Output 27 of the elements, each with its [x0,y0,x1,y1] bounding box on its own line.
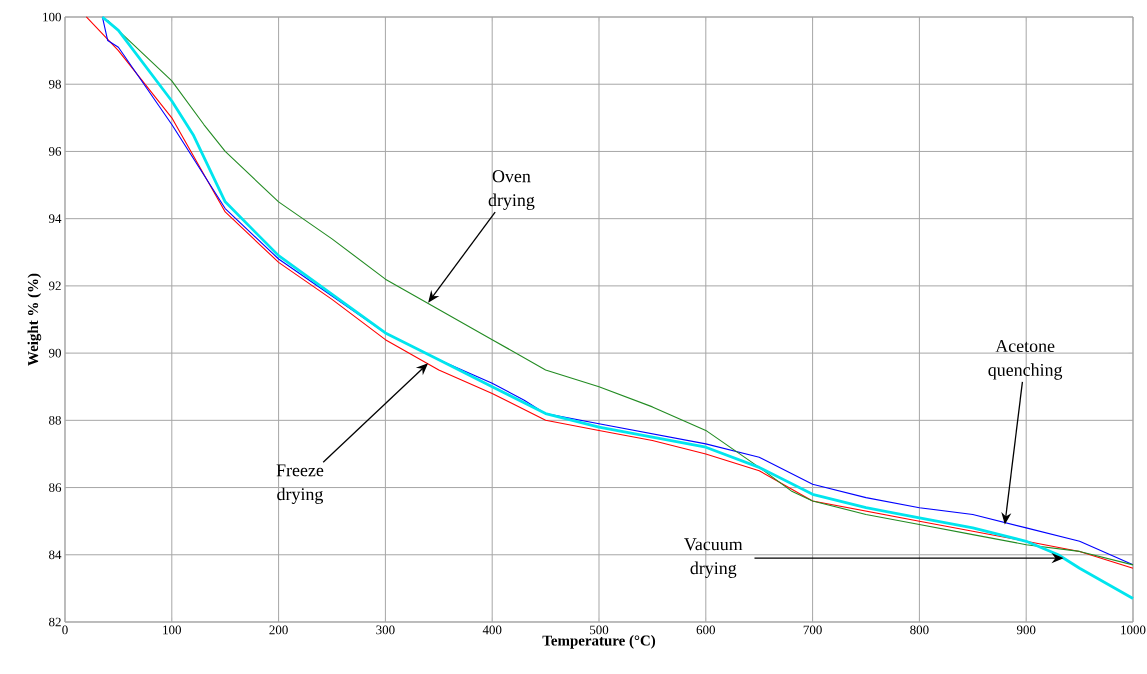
y-tick-label: 98 [48,79,61,89]
annotation: Vacuum drying [684,538,743,578]
y-tick-label: 88 [49,415,61,425]
x-tick-label: 0 [62,625,68,635]
x-tick-label: 900 [1016,625,1036,635]
y-tick-label: 94 [48,214,62,224]
y-tick-label: 92 [48,281,61,291]
x-tick-label: 100 [163,625,182,635]
y-axis-title: Weight % (%) [27,273,42,366]
y-tick-label: 86 [49,483,62,492]
x-tick-label: 1000 [1121,625,1146,635]
annotation: Oven drying [488,170,535,210]
y-tick-label: 82 [49,617,61,627]
x-tick-label: 200 [269,625,288,635]
y-tick-label: 100 [43,12,61,22]
annotation: Freeze drying [276,464,324,504]
y-tick-label: 96 [48,147,62,156]
y-tick-label: 90 [48,348,61,358]
x-tick-label: 600 [696,625,716,635]
x-tick-label: 500 [590,625,609,635]
y-tick-label: 84 [49,550,62,560]
x-tick-label: 400 [482,625,502,635]
x-tick-label: 300 [376,625,395,635]
x-tick-label: 800 [910,625,929,635]
x-tick-label: 700 [803,625,822,635]
x-axis-title: Temperature (°C) [542,635,656,649]
annotation: Acetone quenching [988,340,1063,380]
